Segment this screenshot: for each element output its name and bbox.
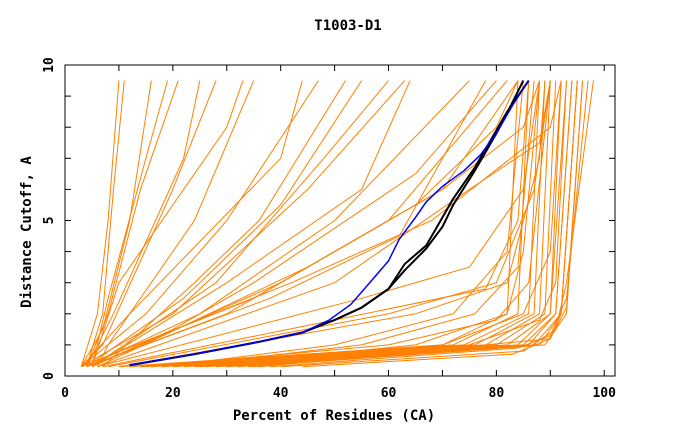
series-line-others-3	[86, 80, 179, 367]
series-line-others-1	[86, 80, 125, 367]
series-line-others-22	[91, 80, 497, 368]
series-line-highlight2-54	[129, 80, 530, 366]
series-line-others-13	[86, 80, 363, 368]
series-line-others-27	[102, 80, 530, 368]
series-line-others-10	[80, 80, 406, 368]
series-line-others-33	[162, 80, 551, 368]
tick-labels: 0 20 40 60 80 100 0 5 10	[42, 57, 616, 401]
x-tick-label: 100	[592, 386, 616, 401]
series-line-others-18	[91, 80, 389, 368]
series-line-others-0	[80, 80, 120, 367]
series-line-others-25	[97, 80, 540, 368]
series-line-others-28	[118, 80, 546, 368]
series-line-others-4	[91, 80, 168, 367]
series-line-others-31	[140, 80, 540, 368]
series-line-others-35	[183, 80, 562, 368]
y-axis-label: Distance Cutoff, A	[19, 156, 35, 308]
series-line-others-23	[102, 80, 346, 368]
x-tick-label: 0	[61, 386, 69, 401]
series-line-others-17	[86, 80, 519, 368]
series-line-others-32	[151, 80, 546, 368]
series-line-others-49	[172, 80, 535, 368]
chart-title: T1003-D1	[314, 18, 381, 34]
series-line-others-7	[91, 80, 244, 367]
series-layer	[80, 80, 594, 368]
series-line-others-20	[86, 80, 487, 368]
series-line-others-45	[302, 80, 578, 368]
x-tick-label: 80	[489, 386, 505, 401]
x-tick-label: 60	[381, 386, 397, 401]
series-line-others-11	[86, 80, 470, 368]
x-tick-label: 20	[165, 386, 181, 401]
series-line-others-47	[199, 80, 540, 368]
series-line-others-19	[80, 80, 319, 368]
series-line-others-46	[145, 80, 551, 368]
series-line-others-42	[259, 80, 584, 368]
series-line-others-12	[91, 80, 411, 368]
series-line-others-36	[194, 80, 567, 368]
series-line-others-50	[226, 80, 562, 368]
y-tick-label: 5	[42, 217, 57, 225]
x-tick-label: 40	[273, 386, 289, 401]
x-axis-label: Percent of Residues (CA)	[233, 408, 435, 424]
series-line-others-5	[80, 80, 217, 368]
series-line-others-2	[80, 80, 152, 367]
y-tick-label: 10	[42, 57, 57, 73]
series-line-others-44	[280, 80, 594, 368]
axis-ticks	[65, 65, 615, 376]
series-line-others-38	[215, 80, 573, 368]
series-line-others-9	[80, 80, 303, 368]
series-line-others-48	[253, 80, 567, 368]
series-line-others-51	[162, 80, 524, 368]
y-tick-label: 0	[42, 372, 57, 380]
series-line-others-30	[129, 80, 530, 368]
series-line-highlight1-53	[129, 80, 525, 367]
